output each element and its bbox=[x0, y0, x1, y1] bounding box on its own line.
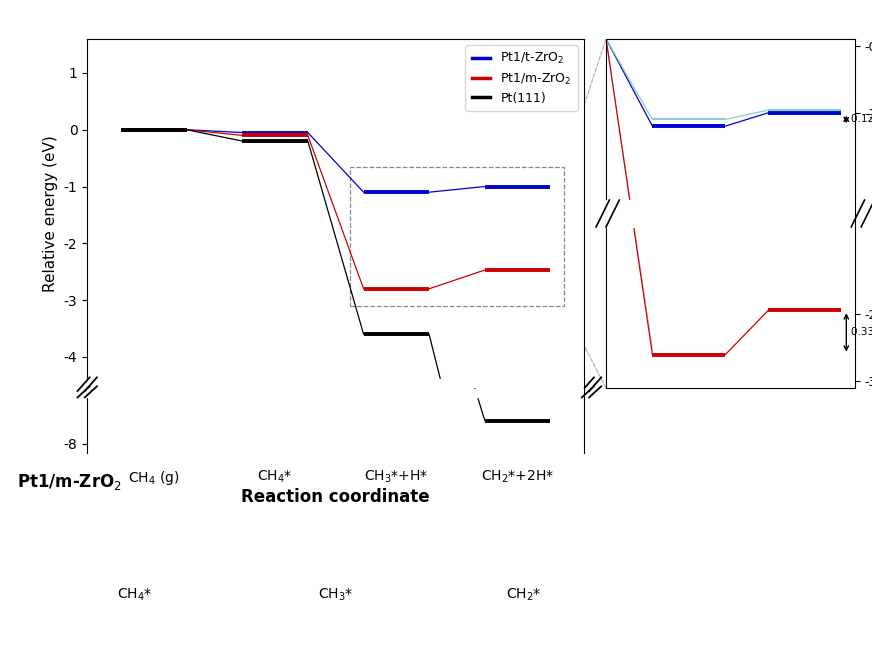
Text: 0.12 eV (12 kJ/mol): 0.12 eV (12 kJ/mol) bbox=[851, 115, 872, 124]
Text: CH$_4$*: CH$_4$* bbox=[257, 469, 293, 485]
Legend: Pt1/t-ZrO$_2$, Pt1/m-ZrO$_2$, Pt(111): Pt1/t-ZrO$_2$, Pt1/m-ZrO$_2$, Pt(111) bbox=[466, 45, 578, 111]
Text: CH$_4$*: CH$_4$* bbox=[118, 586, 153, 603]
Bar bbox=[606, 200, 855, 227]
Bar bbox=[87, 378, 584, 389]
Text: CH$_2$*: CH$_2$* bbox=[506, 586, 541, 603]
Bar bbox=[87, 389, 584, 397]
Text: 0.33 eV (32 kJ/mol): 0.33 eV (32 kJ/mol) bbox=[851, 327, 872, 338]
Text: Pt1/m-ZrO$_2$: Pt1/m-ZrO$_2$ bbox=[17, 472, 122, 492]
Y-axis label: Relative energy (eV): Relative energy (eV) bbox=[44, 135, 58, 292]
Text: CH$_3$*: CH$_3$* bbox=[318, 586, 353, 603]
Text: CH$_3$*+H*: CH$_3$*+H* bbox=[364, 469, 428, 485]
Text: CH$_2$*+2H*: CH$_2$*+2H* bbox=[481, 469, 555, 485]
Text: CH$_4$ (g): CH$_4$ (g) bbox=[128, 469, 180, 487]
Text: Reaction coordinate: Reaction coordinate bbox=[242, 488, 430, 507]
